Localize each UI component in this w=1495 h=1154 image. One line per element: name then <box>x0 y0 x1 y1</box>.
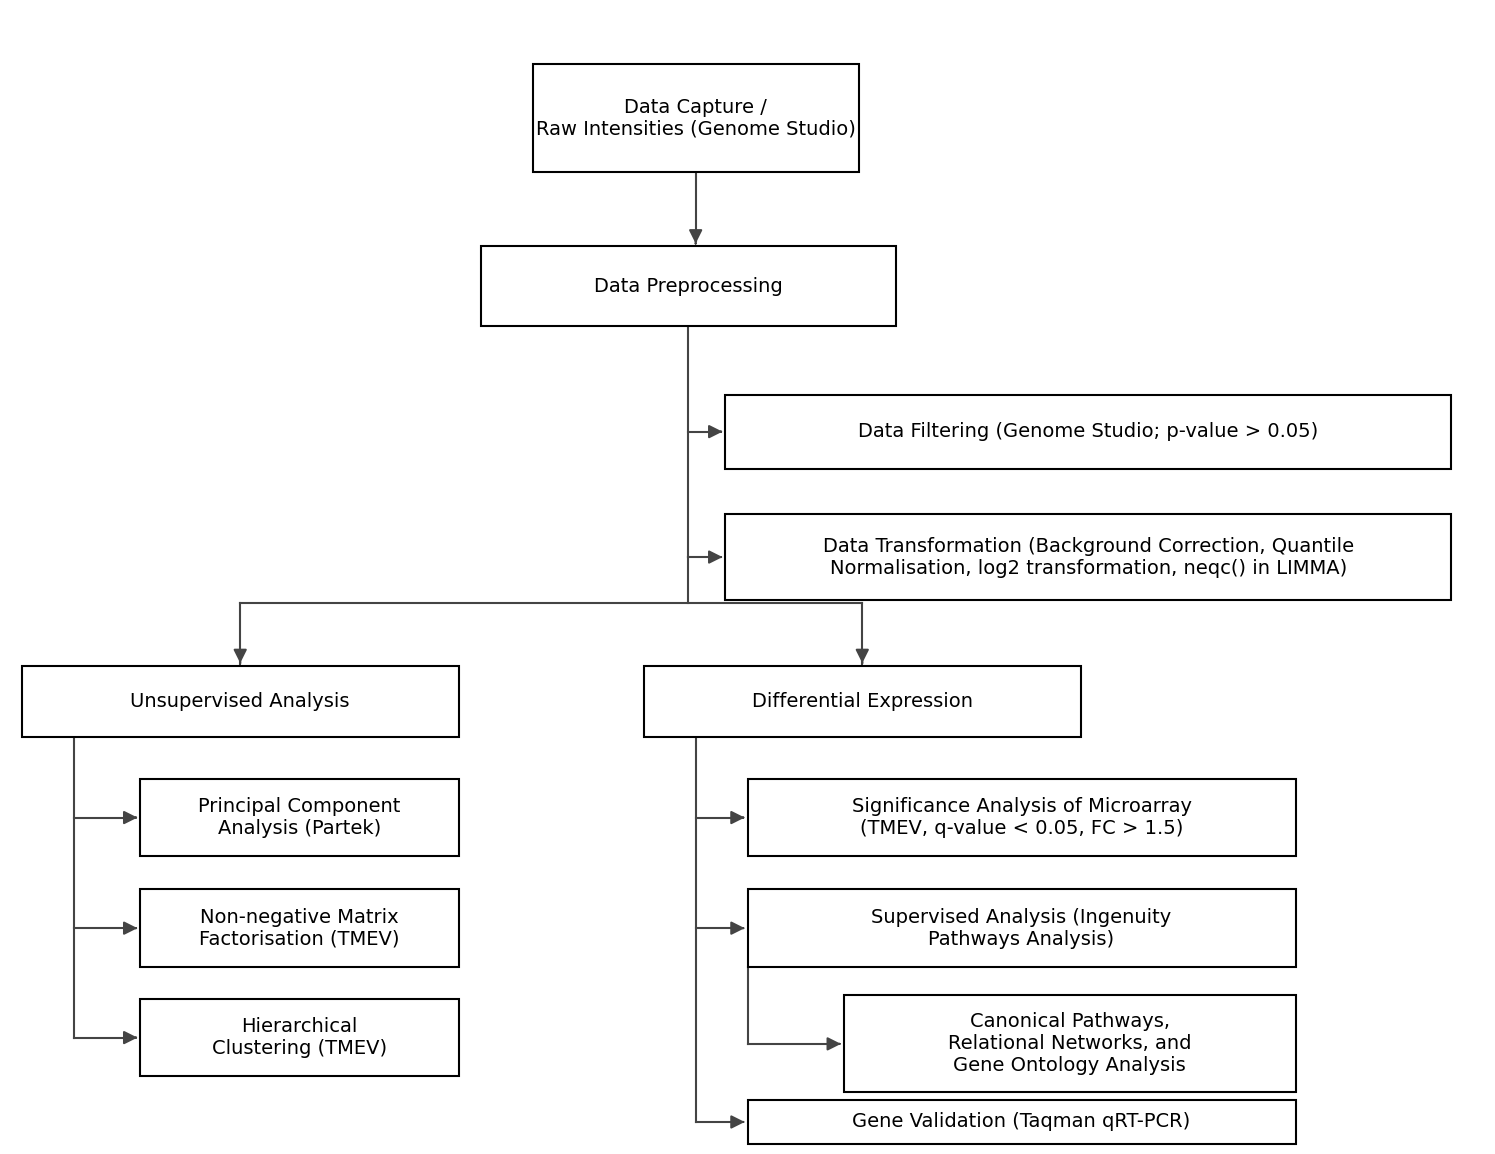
Text: Data Preprocessing: Data Preprocessing <box>594 277 782 295</box>
FancyBboxPatch shape <box>644 666 1081 736</box>
FancyBboxPatch shape <box>748 779 1296 856</box>
Text: Data Filtering (Genome Studio; p-value > 0.05): Data Filtering (Genome Studio; p-value >… <box>858 422 1319 441</box>
FancyBboxPatch shape <box>843 996 1296 1093</box>
FancyBboxPatch shape <box>481 246 896 327</box>
FancyBboxPatch shape <box>725 515 1452 600</box>
Text: Non-negative Matrix
Factorisation (TMEV): Non-negative Matrix Factorisation (TMEV) <box>199 908 399 949</box>
FancyBboxPatch shape <box>22 666 459 736</box>
Text: Unsupervised Analysis: Unsupervised Analysis <box>130 691 350 711</box>
Text: Differential Expression: Differential Expression <box>752 691 973 711</box>
Text: Gene Validation (Taqman qRT-PCR): Gene Validation (Taqman qRT-PCR) <box>852 1112 1190 1131</box>
Text: Supervised Analysis (Ingenuity
Pathways Analysis): Supervised Analysis (Ingenuity Pathways … <box>872 908 1172 949</box>
FancyBboxPatch shape <box>748 890 1296 967</box>
FancyBboxPatch shape <box>748 1100 1296 1144</box>
Text: Data Capture /
Raw Intensities (Genome Studio): Data Capture / Raw Intensities (Genome S… <box>535 98 855 138</box>
FancyBboxPatch shape <box>141 890 459 967</box>
Text: Data Transformation (Background Correction, Quantile
Normalisation, log2 transfo: Data Transformation (Background Correcti… <box>822 537 1353 577</box>
Text: Significance Analysis of Microarray
(TMEV, q-value < 0.05, FC > 1.5): Significance Analysis of Microarray (TME… <box>852 797 1192 838</box>
FancyBboxPatch shape <box>141 779 459 856</box>
FancyBboxPatch shape <box>141 999 459 1077</box>
FancyBboxPatch shape <box>725 395 1452 469</box>
Text: Hierarchical
Clustering (TMEV): Hierarchical Clustering (TMEV) <box>212 1017 387 1058</box>
FancyBboxPatch shape <box>532 63 858 172</box>
Text: Principal Component
Analysis (Partek): Principal Component Analysis (Partek) <box>199 797 401 838</box>
Text: Canonical Pathways,
Relational Networks, and
Gene Ontology Analysis: Canonical Pathways, Relational Networks,… <box>948 1012 1192 1076</box>
